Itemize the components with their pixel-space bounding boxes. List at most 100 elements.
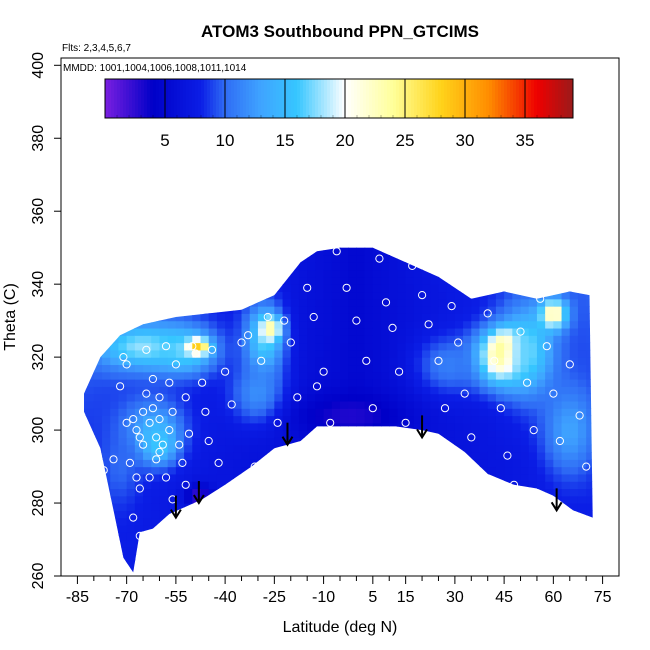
- data-point: [161, 342, 171, 351]
- heatmap-cell: [315, 320, 325, 329]
- heatmap-cell: [381, 298, 390, 307]
- heatmap-cell: [208, 335, 218, 344]
- heatmap-cell: [545, 276, 554, 285]
- heatmap-cell: [512, 554, 522, 563]
- heatmap-cell: [594, 277, 603, 285]
- heatmap-cell: [216, 422, 226, 431]
- heatmap-cell: [340, 495, 349, 504]
- heatmap-cell: [430, 247, 440, 249]
- heatmap-cell: [225, 488, 234, 497]
- heatmap-cell: [151, 466, 161, 475]
- heatmap-cell: [372, 481, 382, 490]
- heatmap-cell: [594, 284, 603, 292]
- heatmap-cell: [471, 306, 481, 314]
- heatmap-cell: [463, 568, 472, 573]
- heatmap-cell: [110, 379, 120, 387]
- heatmap-cell: [85, 568, 95, 573]
- colorbar-segment: [486, 79, 490, 118]
- heatmap-cell: [331, 291, 341, 300]
- heatmap-cell: [315, 357, 325, 366]
- heatmap-cell: [561, 247, 571, 249]
- colorbar-segment: [327, 79, 331, 118]
- data-point: [152, 433, 161, 442]
- heatmap-cell: [454, 262, 464, 271]
- colorbar-segment: [252, 79, 256, 118]
- colorbar: 5 10 15 20 25 30 35: [104, 78, 574, 150]
- heatmap-cell: [569, 466, 579, 475]
- heatmap-cell: [405, 444, 415, 453]
- heatmap-cell: [479, 371, 489, 380]
- colorbar-segment: [240, 79, 244, 118]
- heatmap-cell: [266, 568, 275, 573]
- heatmap-cell: [471, 327, 481, 336]
- heatmap-cell: [381, 276, 390, 285]
- heatmap-cell: [454, 430, 464, 438]
- heatmap-cell: [250, 576, 259, 584]
- data-point: [542, 342, 551, 351]
- heatmap-cell: [110, 524, 120, 533]
- heatmap-cell: [594, 248, 603, 256]
- heatmap-cell: [192, 532, 202, 541]
- heatmap-cell: [479, 254, 489, 263]
- down-arrow-icon: [550, 488, 563, 513]
- heatmap-cell: [282, 466, 292, 475]
- heatmap-cell: [397, 247, 407, 256]
- heatmap-cell: [126, 532, 136, 541]
- heatmap-cell: [479, 276, 489, 285]
- heatmap-cell: [348, 291, 358, 300]
- heatmap-cell: [241, 342, 251, 351]
- heatmap-cell: [266, 349, 275, 358]
- data-point: [401, 418, 410, 427]
- heatmap-cell: [430, 473, 440, 482]
- heatmap-cell: [430, 269, 440, 278]
- heatmap-cell: [118, 327, 128, 336]
- heatmap-cell: [536, 327, 546, 336]
- heatmap-cell: [536, 386, 546, 395]
- heatmap-cell: [512, 298, 522, 307]
- heatmap-cell: [175, 400, 185, 409]
- heatmap-cell: [200, 254, 210, 263]
- heatmap-cell: [479, 393, 489, 402]
- heatmap-cell: [528, 247, 538, 256]
- heatmap-cell: [471, 510, 481, 519]
- heatmap-cell: [192, 576, 201, 584]
- heatmap-cell: [545, 247, 554, 249]
- heatmap-cell: [192, 335, 202, 344]
- heatmap-cell: [85, 254, 95, 263]
- heatmap-cell: [184, 546, 193, 555]
- heatmap-cell: [208, 488, 218, 497]
- heatmap-cell: [348, 262, 358, 271]
- heatmap-cell: [208, 561, 218, 570]
- heatmap-cell: [249, 495, 259, 504]
- heatmap-cell: [463, 386, 472, 395]
- heatmap-cell: [594, 379, 603, 387]
- heatmap-cell: [512, 269, 522, 278]
- heatmap-cell: [520, 481, 530, 490]
- heatmap-cell: [594, 408, 603, 416]
- heatmap-cell: [208, 298, 218, 307]
- data-point: [214, 458, 223, 467]
- heatmap-cell: [405, 510, 415, 519]
- heatmap-cell: [594, 255, 603, 263]
- heatmap-cell: [134, 379, 144, 387]
- heatmap-cell: [487, 451, 497, 460]
- heatmap-cell: [184, 247, 193, 249]
- heatmap-cell: [134, 459, 144, 468]
- heatmap-cell: [545, 327, 554, 336]
- heatmap-cell: [143, 320, 152, 329]
- colorbar-segment: [492, 79, 496, 118]
- heatmap-cell: [561, 561, 571, 570]
- heatmap-cell: [249, 349, 259, 358]
- heatmap-cell: [487, 422, 497, 431]
- heatmap-cell: [241, 568, 251, 573]
- heatmap-cell: [118, 532, 128, 541]
- heatmap-cell: [430, 254, 440, 263]
- heatmap-cell: [307, 415, 316, 424]
- heatmap-cell: [331, 247, 341, 256]
- heatmap-cell: [331, 313, 341, 322]
- heatmap-cell: [381, 488, 390, 497]
- heatmap-cell: [266, 298, 275, 307]
- heatmap-cell: [298, 269, 308, 278]
- heatmap-cell: [405, 335, 415, 344]
- heatmap-cell: [257, 430, 267, 438]
